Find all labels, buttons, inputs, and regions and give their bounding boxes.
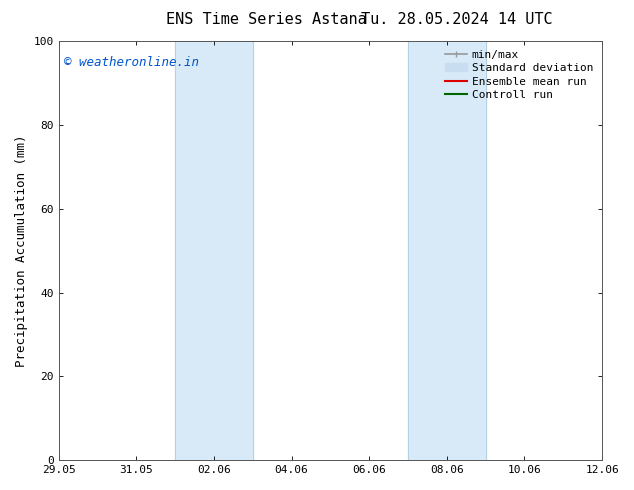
Text: ENS Time Series Astana: ENS Time Series Astana bbox=[166, 12, 366, 27]
Text: © weatheronline.in: © weatheronline.in bbox=[64, 56, 199, 69]
Text: Tu. 28.05.2024 14 UTC: Tu. 28.05.2024 14 UTC bbox=[361, 12, 552, 27]
Y-axis label: Precipitation Accumulation (mm): Precipitation Accumulation (mm) bbox=[15, 134, 28, 367]
Bar bbox=[408, 41, 486, 460]
Legend: min/max, Standard deviation, Ensemble mean run, Controll run: min/max, Standard deviation, Ensemble me… bbox=[442, 47, 597, 103]
Bar bbox=[175, 41, 253, 460]
